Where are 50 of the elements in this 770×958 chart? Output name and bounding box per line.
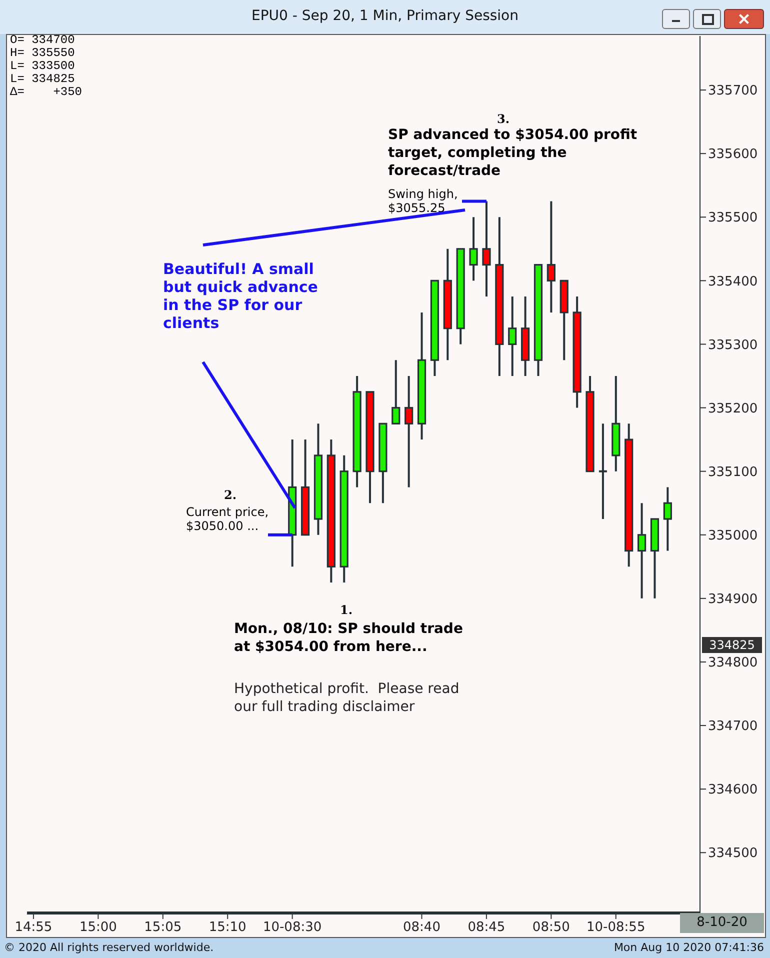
candlestick (469, 216, 478, 282)
text: © 2020 All rights reserved worldwide. (4, 941, 214, 954)
x-tick-label: 10-08:55 (586, 920, 646, 935)
x-tick-label: 10-08:30 (262, 920, 322, 935)
y-tick-label: 334600 (708, 782, 758, 798)
y-tick-label: 334800 (708, 656, 758, 671)
candlestick (637, 502, 646, 600)
annotation: 1. (340, 603, 353, 617)
y-tick-label: 335600 (708, 147, 758, 162)
candlestick (663, 486, 672, 552)
chart-title: EPU0 - Sep 20, 1 Min, Primary Session (250, 8, 520, 24)
y-tick-label: 334500 (708, 846, 758, 862)
annotation: Swing high, $3055.25 (388, 187, 459, 215)
text: 334825 (702, 637, 762, 653)
x-tick-label: 08:45 (468, 920, 506, 935)
x-tick-label: 15:00 (79, 920, 117, 935)
annotation: H= 335550 (10, 46, 76, 60)
annotation: L= 333500 (10, 59, 76, 73)
y-tick-label: 335200 (708, 401, 758, 416)
annotation: Δ= +350 (10, 85, 82, 99)
x-tick-label: 08:40 (403, 920, 440, 935)
annotation: L= 334825 (10, 72, 76, 86)
text: 8-10-20 (680, 913, 764, 933)
y-tick-label: 335000 (708, 528, 758, 544)
text: Mon Aug 10 2020 07:41:36 (614, 941, 764, 954)
annotation: 2. (224, 488, 237, 502)
annotation: Mon., 08/10: SP should trade at $3054.00 from here... (234, 620, 464, 656)
y-tick-label: 334700 (708, 719, 758, 734)
x-tick-label: 08:50 (532, 920, 570, 935)
candlestick (598, 422, 608, 520)
candlestick (482, 200, 491, 298)
y-tick-label: 335300 (708, 338, 758, 353)
candlestick (508, 296, 517, 377)
candlestick (392, 359, 400, 425)
y-tick-label: 334900 (708, 592, 758, 608)
x-tick-label: 15:10 (208, 920, 246, 935)
x-tick-label: 15:05 (144, 920, 182, 935)
annotation: Hypothetical profit. Please read our full trading disclaimer (234, 680, 460, 716)
candlestick (404, 374, 414, 488)
y-tick-label: 335700 (708, 84, 758, 99)
annotation: O= 334700 (10, 33, 76, 47)
y-tick-label: 335500 (708, 210, 758, 226)
y-tick-label: 335100 (708, 464, 758, 480)
annotation: Beautiful! A small but quick advance in the SP for our clients (163, 260, 319, 332)
candlestick (546, 200, 556, 314)
annotation: Current price, $3050.00 ... (186, 505, 270, 533)
annotation: SP advanced to $3054.00 profit target, completing the forecast/trade (388, 126, 638, 180)
annotation: 3. (497, 112, 510, 126)
x-tick-label: 14:55 (14, 920, 52, 935)
y-tick-label: 335400 (708, 274, 758, 290)
